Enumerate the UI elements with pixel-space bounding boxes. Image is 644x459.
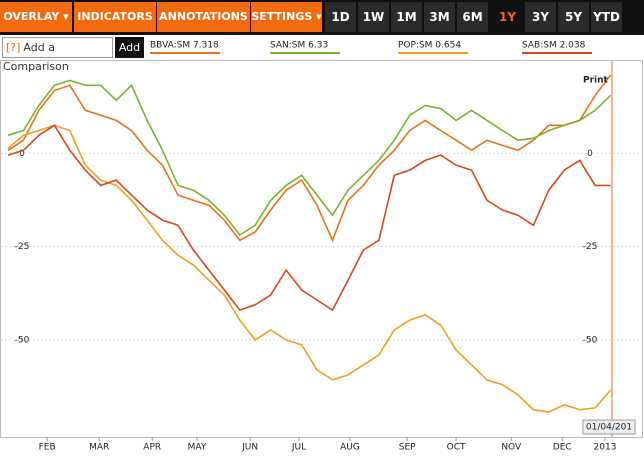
plot-border bbox=[0, 60, 643, 438]
range-button[interactable]: YTD bbox=[591, 2, 622, 32]
help[interactable]: [?] bbox=[6, 41, 21, 54]
y-tick-label: 0 bbox=[19, 149, 25, 159]
legend-label: SAB:SM 2.038 bbox=[522, 41, 586, 51]
x-tick-label: NOV bbox=[501, 443, 522, 453]
series-line bbox=[7, 79, 612, 237]
x-tick-label: JUN bbox=[241, 443, 258, 453]
comparison-input[interactable]: [?] Add a Comparison bbox=[2, 37, 113, 73]
x-tick-label: SEP bbox=[399, 443, 416, 453]
x-tick-label: 2013 bbox=[594, 443, 617, 453]
placeholder: Add a Comparison bbox=[3, 41, 69, 73]
legend-label: SAN:SM 6.33 bbox=[270, 41, 328, 51]
x-tick-label: JUL bbox=[291, 443, 306, 453]
x-tick-label: FEB bbox=[39, 443, 56, 453]
range-button[interactable]: 1D bbox=[325, 2, 356, 32]
cursor-date-box bbox=[582, 419, 636, 435]
range-button[interactable]: 3M bbox=[424, 2, 455, 32]
legend-label: POP:SM 0.654 bbox=[398, 41, 461, 51]
add-button[interactable]: Add bbox=[115, 37, 144, 58]
legend-label: BBVA:SM 7.318 bbox=[150, 41, 219, 51]
range-button[interactable]: 6M bbox=[457, 2, 488, 32]
x-tick-label: MAR bbox=[89, 443, 109, 453]
series-line bbox=[7, 124, 612, 413]
x-tick-label: OCT bbox=[447, 443, 466, 453]
range-button[interactable]: 1W bbox=[358, 2, 389, 32]
toolbar: OVERLAYINDICATORSANNOTATIONSSETTINGS1D1W… bbox=[0, 0, 644, 35]
menu-button[interactable]: SETTINGS bbox=[251, 2, 322, 32]
y-tick-label: -50 bbox=[583, 335, 598, 345]
y-tick-label: -25 bbox=[15, 242, 30, 252]
x-tick-label: MAY bbox=[188, 443, 207, 453]
range-button[interactable]: 5Y bbox=[558, 2, 589, 32]
y-tick-label: -50 bbox=[15, 335, 30, 345]
cursor-date: 01/04/201 bbox=[586, 423, 632, 433]
menu-button[interactable]: OVERLAY bbox=[0, 2, 72, 32]
y-tick-label: 0 bbox=[587, 149, 593, 159]
x-tick-label: AUG bbox=[340, 443, 360, 453]
series-line bbox=[7, 74, 612, 243]
menu-button[interactable]: INDICATORS bbox=[74, 2, 156, 32]
y-tick-label: -25 bbox=[583, 242, 598, 252]
x-tick-label: DEC bbox=[553, 443, 572, 453]
range-button[interactable]: 1Y bbox=[492, 2, 523, 32]
x-tick-label: APR bbox=[143, 443, 161, 453]
menu-button[interactable]: ANNOTATIONS bbox=[157, 2, 250, 32]
series-line bbox=[7, 124, 611, 312]
range-button[interactable]: 1M bbox=[391, 2, 422, 32]
print-label: Print bbox=[583, 76, 609, 86]
range-button[interactable]: 3Y bbox=[525, 2, 556, 32]
